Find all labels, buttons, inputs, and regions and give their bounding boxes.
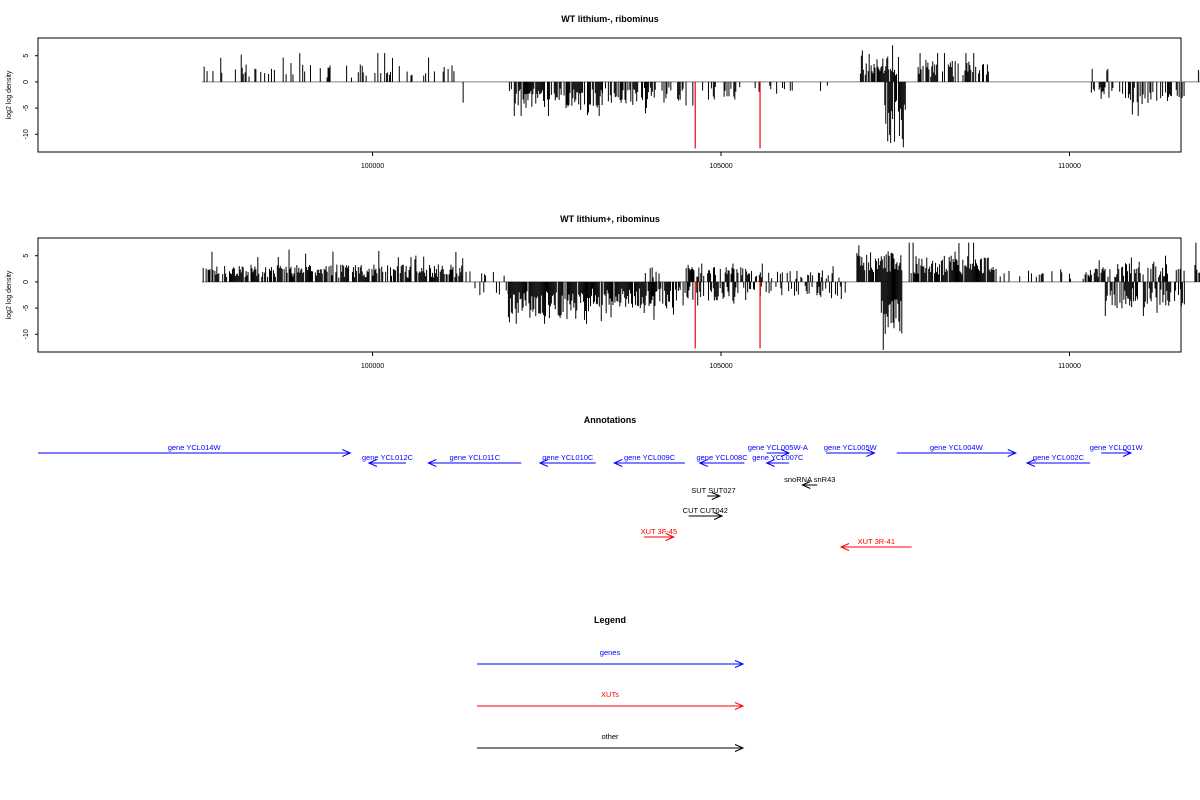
coverage-panel-lithium-minus: WT lithium-, ribominus log2 log density … bbox=[6, 14, 1200, 170]
density-bars bbox=[202, 242, 1200, 350]
arrow-head bbox=[711, 492, 722, 500]
feature-label: CUT CUT042 bbox=[683, 506, 728, 515]
y-tick-label: 5 bbox=[23, 54, 30, 58]
x-tick-label: 100000 bbox=[361, 363, 384, 370]
y-axis: 5 0 -5 -10 bbox=[23, 254, 38, 339]
feature-arrow: gene YCL007C bbox=[752, 453, 804, 467]
feature-label: snoRNA snR43 bbox=[784, 475, 835, 484]
feature-label: gene YCL012C bbox=[362, 453, 414, 462]
legend-item: other bbox=[477, 732, 745, 752]
feature-arrow: CUT CUT042 bbox=[683, 506, 728, 520]
position-markers bbox=[694, 81, 761, 149]
x-tick-label: 110000 bbox=[1058, 163, 1081, 170]
feature-arrow: gene YCL001W bbox=[1090, 443, 1144, 457]
feature-arrow: gene YCL008C bbox=[696, 453, 748, 467]
feature-label: gene YCL005W-A bbox=[748, 443, 808, 452]
y-tick-label: -5 bbox=[23, 105, 30, 111]
x-tick-label: 105000 bbox=[709, 163, 732, 170]
feature-label: gene YCL005W bbox=[824, 443, 878, 452]
feature-arrow: SUT SUT027 bbox=[691, 486, 736, 500]
feature-label: gene YCL011C bbox=[450, 453, 501, 462]
y-axis: 5 0 -5 -10 bbox=[23, 54, 38, 139]
feature-arrow: XUT 3R-41 bbox=[839, 537, 912, 551]
arrow-head bbox=[839, 543, 850, 551]
arrow-head bbox=[1007, 449, 1017, 457]
feature-label: XUT 3F-45 bbox=[641, 527, 678, 536]
arrow-head bbox=[427, 459, 437, 467]
arrow-head bbox=[734, 744, 745, 752]
legend-label: other bbox=[601, 732, 619, 741]
y-tick-label: -10 bbox=[23, 129, 30, 139]
feature-arrow: XUT 3F-45 bbox=[641, 527, 678, 541]
feature-arrow: snoRNA snR43 bbox=[784, 475, 835, 489]
arrow-head bbox=[734, 660, 745, 668]
legend-label: genes bbox=[600, 648, 621, 657]
arrow-head bbox=[734, 702, 745, 710]
feature-label: SUT SUT027 bbox=[691, 486, 735, 495]
arrow-head bbox=[801, 481, 811, 489]
feature-label: gene YCL004W bbox=[930, 443, 984, 452]
legend-items: genes XUTs other bbox=[477, 648, 745, 752]
feature-label: gene YCL014W bbox=[168, 443, 222, 452]
feature-label: XUT 3R-41 bbox=[858, 537, 895, 546]
plot-frame bbox=[37, 37, 1182, 153]
y-axis-label: log2 log density bbox=[6, 270, 13, 319]
feature-label: gene YCL001W bbox=[1090, 443, 1144, 452]
x-tick-label: 100000 bbox=[361, 163, 384, 170]
x-tick-label: 105000 bbox=[709, 363, 732, 370]
legend-label: XUTs bbox=[601, 690, 619, 699]
panel-title: WT lithium-, ribominus bbox=[561, 14, 659, 24]
legend-item: XUTs bbox=[477, 690, 745, 710]
feature-arrow: gene YCL010C bbox=[538, 453, 596, 467]
density-bars bbox=[203, 45, 1200, 148]
y-tick-label: 0 bbox=[23, 80, 30, 84]
feature-arrow: gene YCL011C bbox=[427, 453, 522, 467]
y-tick-label: 5 bbox=[23, 254, 30, 258]
position-markers bbox=[694, 281, 761, 349]
x-tick-label: 110000 bbox=[1058, 363, 1081, 370]
feature-label: gene YCL008C bbox=[696, 453, 748, 462]
x-axis: 100000 105000 110000 bbox=[361, 352, 1081, 370]
arrow-head bbox=[713, 512, 724, 520]
legend-title: Legend bbox=[594, 615, 626, 625]
annotation-features: gene YCL014W gene YCL012C gene YCL011C gene… bbox=[38, 443, 1143, 551]
feature-label: gene YCL002C bbox=[1033, 453, 1085, 462]
feature-arrow: gene YCL005W bbox=[824, 443, 878, 457]
feature-label: gene YCL009C bbox=[624, 453, 676, 462]
arrow-head bbox=[866, 449, 876, 457]
panel-title: WT lithium+, ribominus bbox=[560, 214, 660, 224]
legend: Legend genes XUTs other bbox=[477, 615, 745, 752]
y-tick-label: -5 bbox=[23, 305, 30, 311]
feature-label: gene YCL007C bbox=[752, 453, 804, 462]
feature-arrow: gene YCL004W bbox=[896, 443, 1017, 457]
feature-arrow: gene YCL005W-A bbox=[748, 443, 808, 457]
arrow-head bbox=[1122, 449, 1133, 457]
feature-arrow: gene YCL002C bbox=[1025, 453, 1091, 467]
feature-arrow: gene YCL014W bbox=[38, 443, 352, 457]
feature-arrow: gene YCL009C bbox=[612, 453, 685, 467]
arrow-head bbox=[765, 459, 775, 467]
arrow-head bbox=[665, 533, 675, 541]
annotations-title: Annotations bbox=[584, 415, 637, 425]
arrow-head bbox=[780, 449, 791, 457]
arrow-head bbox=[538, 459, 549, 467]
y-tick-label: 0 bbox=[23, 280, 30, 284]
arrow-head bbox=[612, 459, 623, 467]
coverage-panel-lithium-plus: WT lithium+, ribominus log2 log density … bbox=[6, 214, 1200, 370]
arrow-head bbox=[698, 459, 708, 467]
arrow-head bbox=[1025, 459, 1036, 467]
y-axis-label: log2 log density bbox=[6, 70, 13, 119]
x-axis: 100000 105000 110000 bbox=[361, 152, 1081, 170]
feature-label: gene YCL010C bbox=[542, 453, 594, 462]
y-tick-label: -10 bbox=[23, 329, 30, 339]
feature-arrow: gene YCL012C bbox=[362, 453, 414, 467]
arrow-head bbox=[367, 459, 378, 467]
arrow-head bbox=[342, 449, 352, 457]
legend-item: genes bbox=[477, 648, 745, 668]
